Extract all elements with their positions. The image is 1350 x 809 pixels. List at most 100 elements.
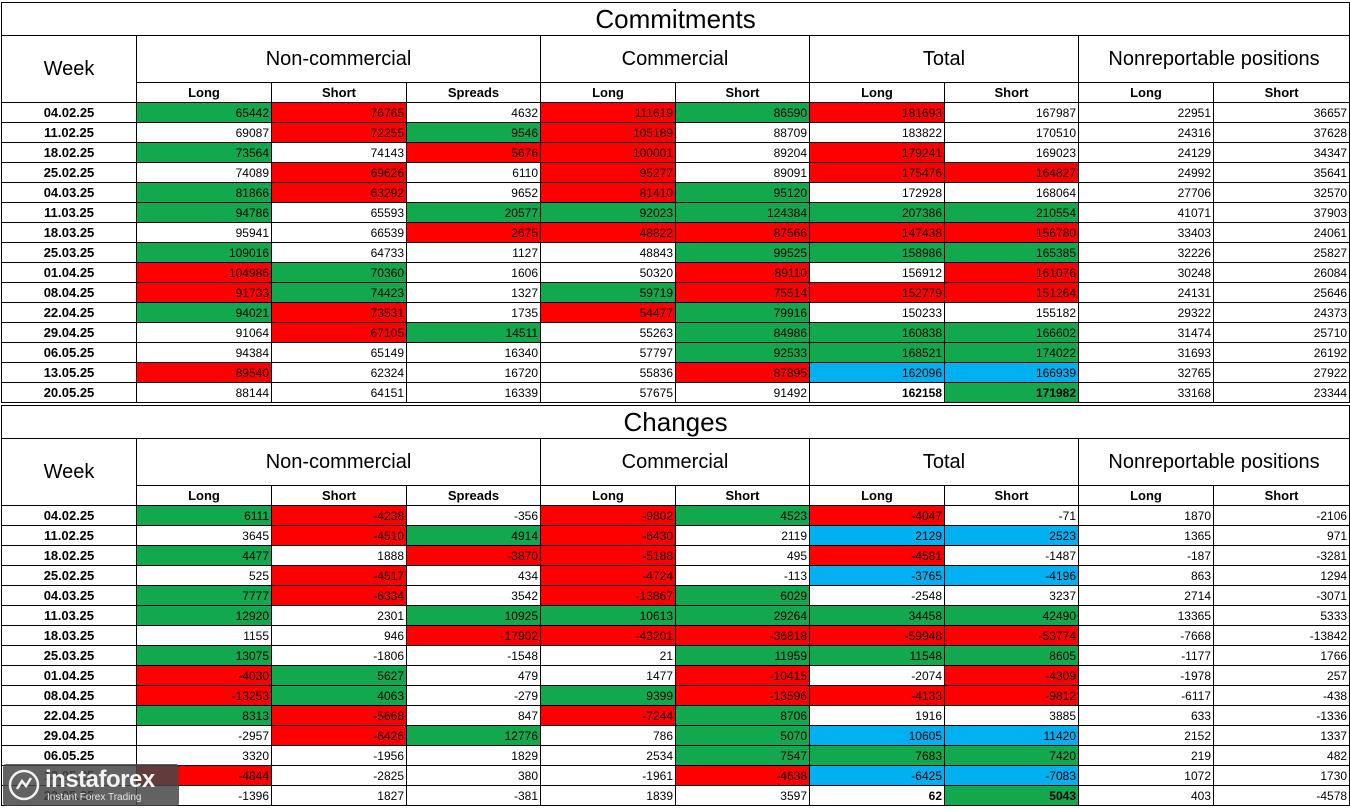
value-cell: -1177	[1078, 645, 1214, 666]
value-cell: -381	[406, 785, 541, 806]
value-cell: -36818	[675, 625, 810, 646]
value-cell: 70360	[271, 262, 407, 283]
value-cell: 12776	[406, 725, 541, 746]
value-cell: 29322	[1078, 302, 1214, 323]
value-cell: 2523	[944, 525, 1079, 546]
value-cell: 94021	[136, 302, 272, 323]
value-cell: 167987	[944, 102, 1079, 123]
value-cell: 786	[540, 725, 676, 746]
value-cell: 3237	[944, 585, 1079, 606]
value-cell: -13867	[540, 585, 676, 606]
value-cell: -7244	[540, 705, 676, 726]
value-cell: 22951	[1078, 102, 1214, 123]
week-cell: 11.03.25	[1, 605, 137, 626]
value-cell: 2119	[675, 525, 810, 546]
value-cell: 65442	[136, 102, 272, 123]
value-cell: 86590	[675, 102, 810, 123]
value-cell: 81410	[540, 182, 676, 203]
table-row: 08.04.25 -13253 4063 -279 9399 -13596 -4133 -98…	[1, 685, 1350, 706]
value-cell: -10415	[675, 665, 810, 686]
value-cell: 2714	[1078, 585, 1214, 606]
value-cell: 30248	[1078, 262, 1214, 283]
value-cell: 32226	[1078, 242, 1214, 263]
value-cell: 1072	[1078, 765, 1214, 786]
value-cell: 24316	[1078, 122, 1214, 143]
commercial-header: Commercial	[540, 438, 810, 486]
value-cell: -9812	[944, 685, 1079, 706]
table-row: 18.02.25 4477 1888 -3870 -5188 495 -4581 -1487-…	[1, 545, 1350, 566]
total-header: Total	[809, 438, 1079, 486]
value-cell: 92023	[540, 202, 676, 223]
value-cell: 20577	[406, 202, 541, 223]
column-header: Short	[675, 82, 810, 103]
value-cell: 158986	[809, 242, 945, 263]
table-row: 04.03.25 81866 63292 9652 81410 95120 172928 16…	[1, 182, 1350, 203]
value-cell: 87566	[675, 222, 810, 243]
column-header: Long	[136, 82, 272, 103]
value-cell: 8605	[944, 645, 1079, 666]
value-cell: 16720	[406, 362, 541, 383]
commercial-header: Commercial	[540, 35, 810, 83]
week-cell: 04.02.25	[1, 102, 137, 123]
value-cell: 168064	[944, 182, 1079, 203]
value-cell: -2548	[809, 585, 945, 606]
week-cell: 25.03.25	[1, 242, 137, 263]
value-cell: 11420	[944, 725, 1079, 746]
value-cell: -5188	[540, 545, 676, 566]
column-header: Long	[1078, 485, 1214, 506]
table-row: 22.04.25 8313 -5668 847 -7244 8706 1916 3885 633…	[1, 705, 1350, 726]
column-header: Long	[809, 82, 945, 103]
value-cell: 1766	[1212, 645, 1350, 666]
table-row: 22.04.25 94021 73531 1735 54477 79916 150233 15…	[1, 302, 1350, 323]
group-header-row: Week Non-commercial Commercial Total Nonrepo…	[1, 35, 1350, 103]
week-cell: 29.04.25	[1, 725, 137, 746]
value-cell: 79916	[675, 302, 810, 323]
column-header: Short	[675, 485, 810, 506]
week-cell: 06.05.25	[1, 745, 137, 766]
value-cell: 32765	[1078, 362, 1214, 383]
group-header-row: Week Non-commercial Commercial Total Nonrepo…	[1, 438, 1350, 506]
value-cell: -438	[1212, 685, 1350, 706]
title-row: Changes	[0, 405, 1350, 439]
week-cell: 01.04.25	[1, 262, 137, 283]
value-cell: -2106	[1212, 505, 1350, 526]
table-row: 29.04.25 -2957 -6426 12776 786 5070 10605 11420…	[1, 725, 1350, 746]
value-cell: 5043	[944, 785, 1079, 806]
value-cell: 1839	[540, 785, 676, 806]
value-cell: 380	[406, 765, 541, 786]
value-cell: 63292	[271, 182, 407, 203]
value-cell: 219	[1078, 745, 1214, 766]
week-cell: 18.02.25	[1, 545, 137, 566]
value-cell: 92533	[675, 342, 810, 363]
value-cell: 21	[540, 645, 676, 666]
value-cell: 73531	[271, 302, 407, 323]
value-cell: 94786	[136, 202, 272, 223]
value-cell: 14511	[406, 322, 541, 343]
value-cell: 2152	[1078, 725, 1214, 746]
table-row: 01.04.25 104986 70360 1606 50320 89110 156912 1…	[1, 262, 1350, 283]
value-cell: -187	[1078, 545, 1214, 566]
table-row: 29.04.25 91064 67105 14511 55263 84986 160838 1…	[1, 322, 1350, 343]
week-cell: 06.05.25	[1, 342, 137, 363]
value-cell: 164827	[944, 162, 1079, 183]
table-row: 11.03.25 12920 2301 10925 10613 29264 34458 424…	[1, 605, 1350, 626]
value-cell: 36657	[1212, 102, 1350, 123]
value-cell: -3765	[809, 565, 945, 586]
value-cell: 13365	[1078, 605, 1214, 626]
value-cell: 25710	[1212, 322, 1350, 343]
value-cell: 10613	[540, 605, 676, 626]
value-cell: 105189	[540, 122, 676, 143]
value-cell: -6430	[540, 525, 676, 546]
value-cell: 3597	[675, 785, 810, 806]
value-cell: -1548	[406, 645, 541, 666]
value-cell: 165385	[944, 242, 1079, 263]
value-cell: 5627	[271, 665, 407, 686]
value-cell: 89540	[136, 362, 272, 383]
value-cell: -43201	[540, 625, 676, 646]
week-cell: 25.02.25	[1, 162, 137, 183]
value-cell: 11959	[675, 645, 810, 666]
week-header: Week	[1, 438, 137, 506]
value-cell: 9652	[406, 182, 541, 203]
value-cell: 7420	[944, 745, 1079, 766]
value-cell: 104986	[136, 262, 272, 283]
